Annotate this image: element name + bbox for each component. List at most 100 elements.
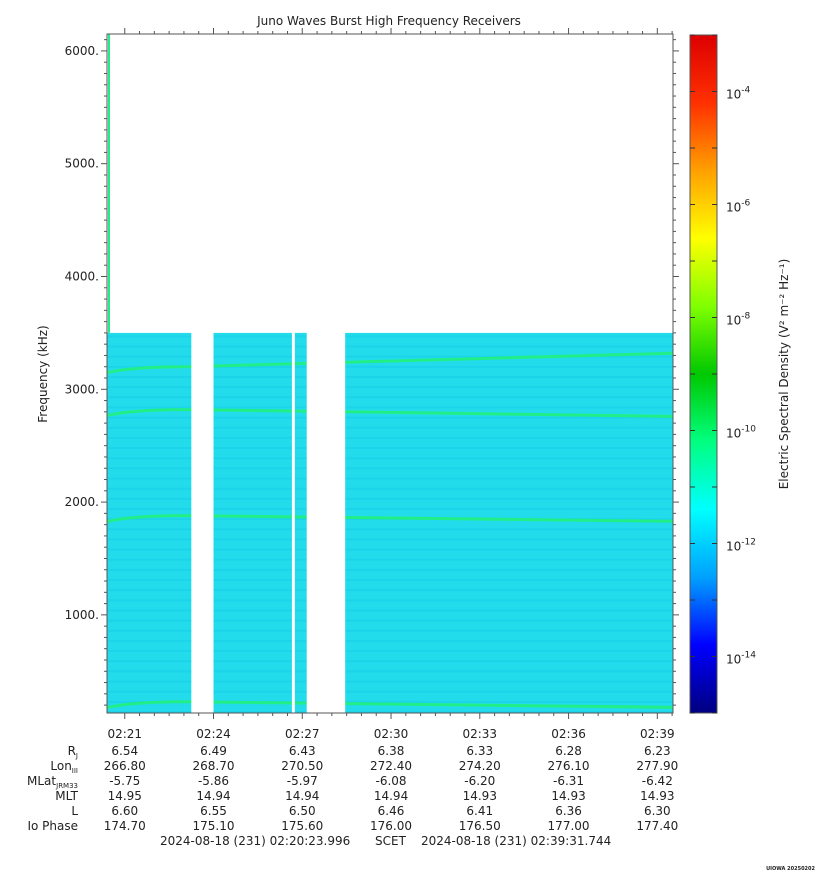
- ephemeris-label: L: [71, 804, 78, 818]
- x-tick-label: 02:36: [551, 727, 586, 741]
- ephemeris-value: 268.70: [192, 759, 235, 773]
- spectrogram-band: [107, 386, 673, 389]
- y-tick-label: 6000.: [65, 44, 99, 58]
- spectrogram-band: [107, 426, 673, 429]
- spectrogram-band: [107, 660, 673, 663]
- spectrogram-band: [107, 365, 673, 368]
- spectrogram-band: [107, 670, 673, 673]
- ephemeris-row: MLatJRM33 -5.75 -5.86 -5.97 -6.08 -6.20 -6.31 -…: [0, 774, 815, 790]
- colorbar-tick-exponent: -4: [741, 86, 750, 96]
- x-tick-label: 02:24: [196, 727, 231, 741]
- spectrogram-band: [107, 467, 673, 470]
- x-tick-label: 02:30: [374, 727, 409, 741]
- ephemeris-value: 6.23: [643, 744, 671, 758]
- colorbar-tick-base: 10: [726, 201, 741, 215]
- y-tick-label: 2000.: [65, 495, 99, 509]
- ephemeris-value: -5.86: [197, 774, 230, 788]
- colorbar-tick-base: 10: [726, 88, 741, 102]
- ephemeris-row: RJ 6.54 6.49 6.43 6.38 6.33 6.28 6.23: [0, 744, 815, 760]
- ephemeris-row: Io Phase 174.70 175.10 175.60 176.00 176.50 17…: [0, 819, 815, 834]
- spectrogram-band: [107, 436, 673, 439]
- ephemeris-label: MLatJRM33: [27, 774, 78, 790]
- spectrogram-band: [107, 376, 673, 379]
- x-tick-label: 02:21: [107, 727, 142, 741]
- spectrogram-band: [107, 507, 673, 510]
- colorbar-tick-label: 10-10: [726, 425, 756, 441]
- spectrogram-band: [107, 457, 673, 460]
- ephemeris-value: -6.20: [464, 774, 496, 788]
- y-tick-label: 4000.: [65, 270, 99, 284]
- ephemeris-value: 14.94: [285, 789, 320, 803]
- ephemeris-value: 6.41: [466, 804, 494, 818]
- ephemeris-value: 14.94: [196, 789, 231, 803]
- colorbar-tick-exponent: -12: [741, 538, 756, 548]
- ephemeris-label-text: MLat: [27, 774, 57, 788]
- edge-trace: [108, 34, 110, 333]
- ephemeris-value: 177.00: [547, 819, 590, 833]
- spectrogram-band: [107, 558, 673, 561]
- ephemeris-value: 6.60: [111, 804, 139, 818]
- ephemeris-value: 175.60: [281, 819, 324, 833]
- ephemeris-label-text: L: [71, 804, 78, 818]
- spectrogram-band: [107, 416, 673, 419]
- spectrogram-band: [107, 497, 673, 500]
- y-axis: 1000. 2000. 3000. 4000. 5000. 6000.: [65, 39, 679, 706]
- ephemeris-row: LonIII 266.80 268.70 270.50 272.40 274.20 276.…: [0, 759, 815, 775]
- ephemeris-value: 272.40: [370, 759, 413, 773]
- y-tick-label: 5000.: [65, 157, 99, 171]
- ephemeris-value: 177.40: [636, 819, 679, 833]
- chart-title: Juno Waves Burst High Frequency Receiver…: [256, 14, 521, 28]
- colorbar-tick-base: 10: [726, 314, 741, 328]
- colorbar-tick-label: 10-12: [726, 538, 756, 554]
- ephemeris-value: 6.28: [555, 744, 582, 758]
- colorbar-tick-label: 10-4: [726, 86, 751, 102]
- spectrogram-band: [107, 680, 673, 683]
- spectrogram-band: [107, 406, 673, 409]
- ephemeris-value: 174.70: [103, 819, 146, 833]
- version-stamp: UIOWA 20250202: [766, 866, 815, 872]
- ephemeris-value: 6.43: [288, 744, 316, 758]
- emission-line: [106, 700, 674, 710]
- ephemeris-value: 6.49: [200, 744, 227, 758]
- ephemeris-value: 266.80: [103, 759, 146, 773]
- ephemeris-value: 6.46: [377, 804, 405, 818]
- colorbar-label-units: (V² m⁻² Hz⁻¹): [777, 259, 791, 338]
- ephemeris-value: 176.00: [370, 819, 413, 833]
- spectrogram-band: [107, 355, 673, 358]
- ephemeris-label-text: Io Phase: [27, 819, 78, 833]
- ephemeris-value: -6.08: [375, 774, 407, 788]
- ephemeris-value: 277.90: [636, 759, 679, 773]
- spectrogram-band: [107, 639, 673, 642]
- ephemeris-label-sub: J: [75, 752, 78, 760]
- emission-line: [106, 514, 674, 524]
- ephemeris-row: MLT 14.95 14.94 14.94 14.94 14.93 14.93 14.93: [0, 789, 815, 804]
- y-tick-label: 3000.: [65, 382, 99, 396]
- colorbar-tick-label: 10-6: [726, 199, 751, 215]
- spectrogram-band: [107, 619, 673, 622]
- x-tick-label: 02:27: [285, 727, 320, 741]
- spectrogram-band: [107, 629, 673, 632]
- ephemeris-row: L 6.60 6.55 6.50 6.46 6.41 6.36 6.30: [0, 804, 815, 819]
- spectrogram-band: [107, 711, 673, 713]
- data-gap: [291, 331, 295, 714]
- data-gap: [306, 331, 346, 714]
- ephemeris-label-text: Lon: [50, 759, 72, 773]
- emission-line: [106, 351, 674, 375]
- ephemeris-value: 175.10: [192, 819, 235, 833]
- spectrogram-band: [107, 690, 673, 693]
- ephemeris-value: 276.10: [547, 759, 590, 773]
- ephemeris-value: 6.38: [377, 744, 405, 758]
- ephemeris-value: 14.94: [373, 789, 409, 803]
- plot-area: [106, 33, 674, 714]
- ephemeris-value: 6.55: [200, 804, 227, 818]
- ephemeris-label: LonIII: [50, 759, 78, 775]
- ephemeris-label-sub: JRM33: [56, 782, 78, 790]
- footer-end-time: 2024-08-18 (231) 02:39:31.744: [421, 834, 612, 848]
- footer-scet-label: SCET: [375, 834, 406, 848]
- spectrogram-band: [107, 579, 673, 582]
- spectrogram-band: [107, 599, 673, 602]
- colorbar-tick-label: 10-8: [726, 312, 751, 328]
- spectrogram-band: [107, 396, 673, 399]
